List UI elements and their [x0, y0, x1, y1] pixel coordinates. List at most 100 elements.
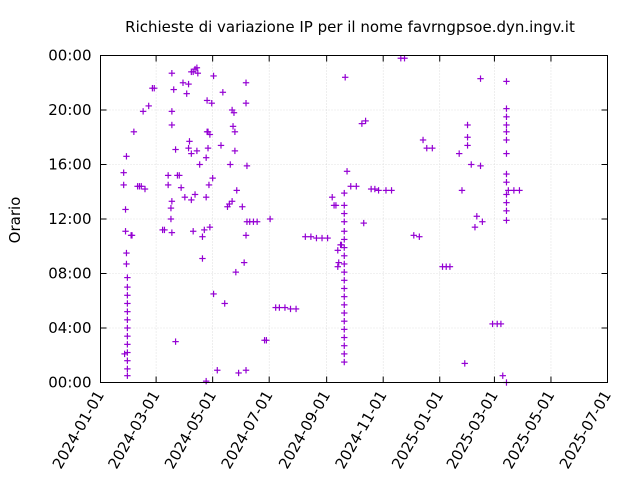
data-point [124, 316, 131, 324]
data-point [139, 108, 147, 115]
data-point [188, 196, 195, 204]
data-point [341, 218, 348, 225]
x-tick-label: 2024-01-01 [49, 388, 108, 473]
data-point [341, 285, 348, 292]
data-point [371, 185, 379, 193]
data-point [124, 308, 131, 315]
data-point [276, 304, 283, 311]
data-point [358, 120, 366, 127]
data-point [210, 72, 217, 80]
data-point [151, 85, 158, 92]
y-axis: 00:00 04:00 08:00 12:00 16:00 20:00 00:00 [48, 47, 608, 392]
data-point [123, 153, 130, 160]
data-point [230, 109, 238, 116]
data-point [124, 357, 131, 364]
data-point [120, 181, 127, 189]
data-point [176, 172, 183, 179]
data-point [341, 228, 348, 235]
grid [100, 55, 608, 383]
data-point [360, 219, 367, 227]
data-point [203, 97, 211, 104]
data-point [167, 215, 175, 223]
data-point [122, 206, 129, 213]
data-point [324, 234, 331, 242]
data-point [263, 337, 270, 344]
data-point [505, 187, 512, 194]
data-point [281, 304, 289, 311]
data-point [242, 99, 250, 107]
data-point [341, 301, 348, 309]
data-point [168, 108, 176, 115]
data-point [510, 187, 518, 194]
data-point [341, 334, 348, 341]
data-point [181, 194, 189, 201]
data-point [201, 226, 208, 234]
data-point [168, 229, 176, 236]
x-axis: 2024-01-012024-03-012024-05-012024-07-01… [49, 55, 615, 473]
data-point [341, 252, 348, 259]
data-point [240, 259, 248, 266]
data-point [164, 181, 172, 189]
data-point [124, 349, 131, 356]
data-point [375, 187, 382, 194]
data-point [503, 150, 510, 157]
x-tick-label: 2024-11-01 [331, 388, 390, 473]
data-point [124, 283, 131, 291]
data-point [341, 277, 348, 284]
data-point [313, 234, 320, 242]
data-point [242, 367, 250, 374]
data-point [503, 217, 510, 224]
data-point [341, 236, 348, 243]
data-point [334, 247, 341, 254]
data-point [185, 144, 192, 152]
data-point [307, 233, 315, 240]
data-point [239, 203, 246, 210]
data-point [199, 255, 206, 262]
data-point [123, 249, 130, 257]
data-point [318, 234, 326, 242]
data-point [124, 365, 131, 373]
data-point [227, 161, 234, 168]
data-point [235, 369, 242, 377]
data-point [124, 372, 131, 379]
data-point [464, 121, 471, 129]
data-point [172, 338, 179, 345]
y-tick-label: 12:00 [48, 210, 91, 228]
data-point [292, 305, 300, 313]
data-point [253, 218, 261, 225]
y-tick-label: 00:00 [48, 374, 91, 392]
data-point [503, 170, 510, 178]
data-point [121, 350, 128, 358]
data-point [188, 150, 195, 157]
data-point [499, 372, 506, 379]
data-point [185, 80, 192, 88]
data-point [334, 263, 341, 270]
data-point [423, 144, 430, 152]
data-point [456, 150, 463, 157]
y-tick-label: 16:00 [48, 156, 91, 174]
data-point [202, 194, 210, 201]
data-point [120, 169, 127, 176]
data-point [193, 147, 201, 155]
data-point [209, 174, 216, 182]
data-point [477, 162, 484, 170]
x-tick-label: 2024-03-01 [104, 388, 163, 473]
data-point [130, 128, 138, 135]
x-tick-label: 2025-07-01 [556, 388, 615, 473]
data-point [124, 332, 131, 340]
data-point [202, 154, 210, 161]
data-point [231, 147, 239, 155]
data-point [341, 189, 348, 197]
data-point [141, 185, 149, 193]
data-point [341, 74, 349, 81]
y-tick-label: 00:00 [48, 47, 91, 65]
data-point [446, 263, 454, 270]
data-point [217, 142, 225, 149]
data-point [287, 305, 294, 313]
data-point [228, 198, 236, 205]
y-tick-label: 20:00 [48, 101, 91, 119]
data-point [123, 260, 130, 268]
data-point [503, 191, 510, 198]
data-point [341, 342, 348, 349]
